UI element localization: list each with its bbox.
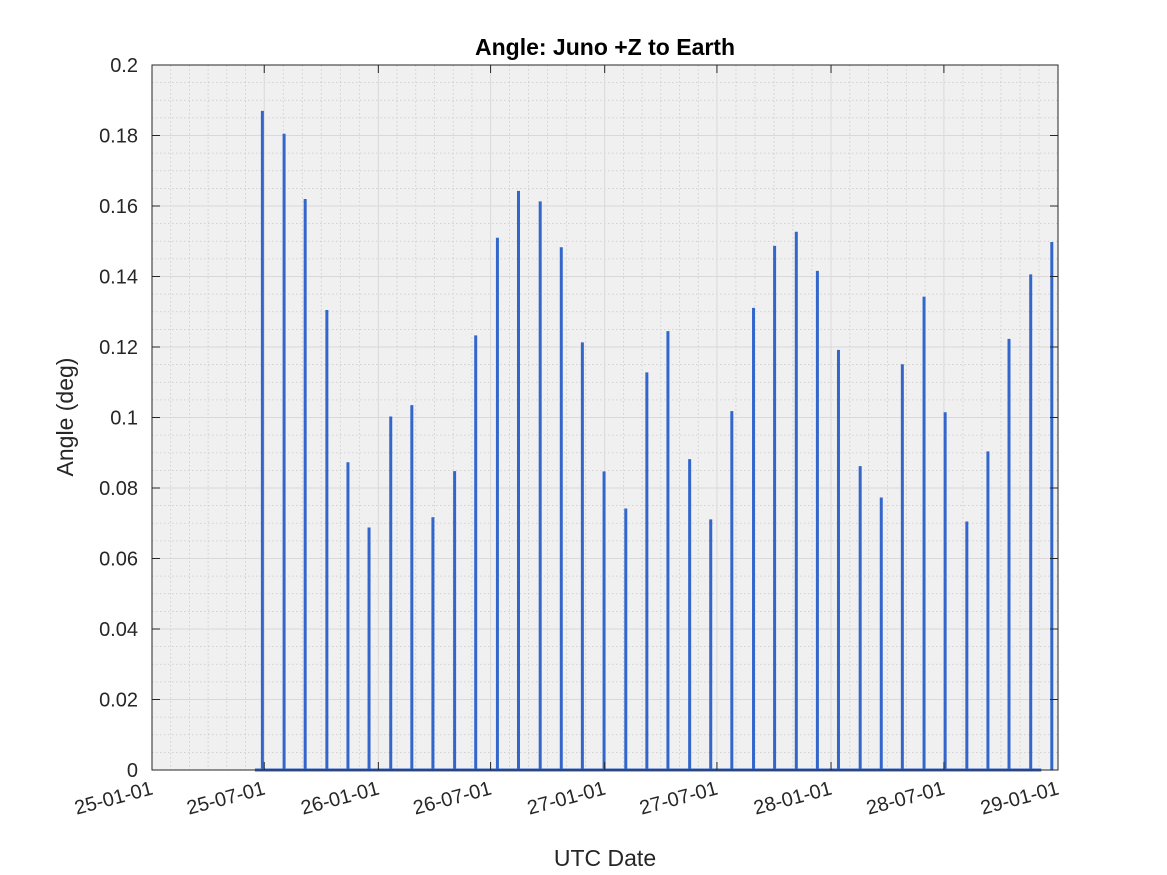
y-tick-label: 0.14: [99, 267, 138, 289]
x-tick-label: 26-01-01: [299, 778, 382, 820]
x-tick-label: 27-01-01: [525, 778, 608, 820]
y-tick-label: 0: [127, 760, 138, 782]
y-tick-label: 0.12: [99, 337, 138, 359]
x-axis-label: UTC Date: [554, 845, 656, 871]
chart-title: Angle: Juno +Z to Earth: [475, 34, 735, 60]
y-tick-label: 0.16: [99, 196, 138, 218]
x-tick-label: 28-07-01: [864, 778, 947, 820]
x-tick-labels: 25-01-01 25-07-01 26-01-01 26-07-01 27-01-01…: [72, 778, 1061, 820]
y-tick-labels: 0 0.02 0.04 0.06 0.08 0.1 0.12 0.14 0.16 0.18 0.2: [99, 55, 138, 782]
y-tick-label: 0.2: [110, 55, 138, 77]
y-tick-label: 0.06: [99, 549, 138, 571]
x-tick-label: 25-07-01: [185, 778, 268, 820]
y-tick-label: 0.08: [99, 478, 138, 500]
y-axis-label: Angle (deg): [52, 358, 78, 477]
y-tick-label: 0.04: [99, 619, 138, 641]
x-tick-label: 28-01-01: [751, 778, 834, 820]
axis-ticks: [151, 64, 1059, 771]
x-tick-label: 27-07-01: [637, 778, 720, 820]
x-tick-label: 29-01-01: [978, 778, 1061, 820]
x-tick-label: 25-01-01: [72, 778, 155, 820]
y-tick-label: 0.18: [99, 126, 138, 148]
y-tick-label: 0.02: [99, 690, 138, 712]
x-tick-label: 26-07-01: [411, 778, 494, 820]
y-tick-label: 0.1: [110, 408, 138, 430]
